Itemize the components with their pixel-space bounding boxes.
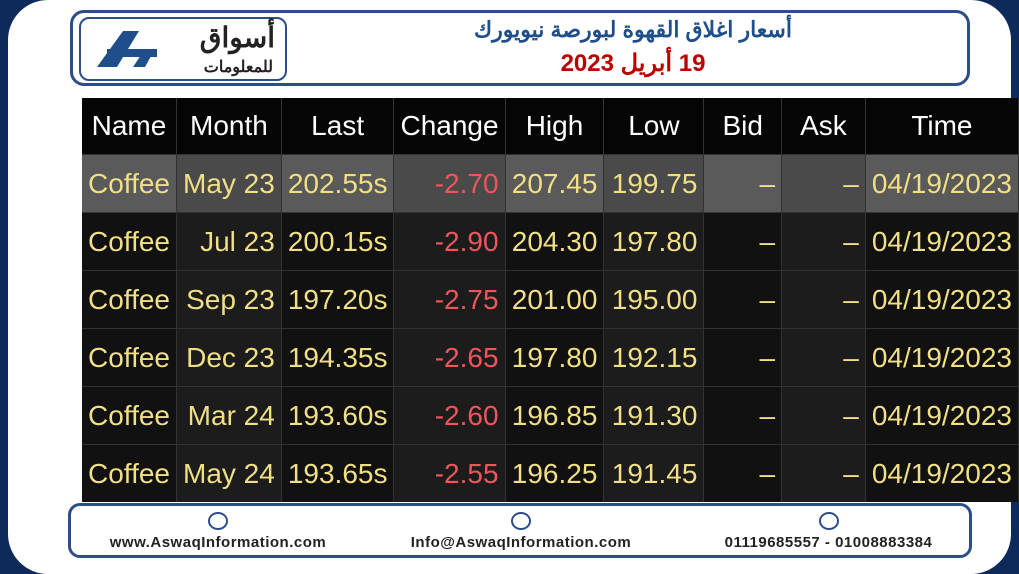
website: www.AswaqInformation.com xyxy=(109,534,327,551)
table-cell: 202.55s xyxy=(281,154,395,213)
header-row: Name Month Last Change High Low Bid Ask Time xyxy=(82,98,1019,155)
table-body: Coffee May 23 202.55s -2.70 207.45 199.75– –04… xyxy=(82,154,1019,502)
table-cell: 201.00 xyxy=(505,270,605,329)
column-header: High xyxy=(505,98,605,155)
logo-sub: للمعلومات xyxy=(203,59,273,76)
table-cell: – xyxy=(703,386,783,445)
table-cell: 04/19/2023 xyxy=(865,386,1019,445)
table-cell: 04/19/2023 xyxy=(865,270,1019,329)
table-cell: 204.30 xyxy=(505,212,605,271)
table-cell: -2.90 xyxy=(393,212,506,271)
table-cell: -2.70 xyxy=(393,154,506,213)
table-cell: 193.60s xyxy=(281,386,395,445)
title: أسعار اغلاق القهوة لبورصة نيويورك xyxy=(474,17,792,42)
table-cell: 207.45 xyxy=(505,154,605,213)
table-row: Coffee Dec 23 194.35s -2.65 197.80 192.15– –04… xyxy=(82,328,1019,387)
table-cell: 199.75 xyxy=(603,154,705,213)
table-cell: -2.55 xyxy=(393,444,506,502)
table-cell: – xyxy=(703,154,783,213)
table-cell: May 24 xyxy=(176,444,282,502)
table-cell: – xyxy=(781,444,866,502)
table-cell: 191.45 xyxy=(603,444,705,502)
table-cell: 192.15 xyxy=(603,328,705,387)
column-header: Name xyxy=(82,98,177,155)
table-cell: Coffee xyxy=(82,154,177,213)
phone-item: 01119685557 - 01008883384 xyxy=(691,512,966,551)
column-header: Low xyxy=(603,98,705,155)
table-cell: – xyxy=(781,328,866,387)
table-cell: Coffee xyxy=(82,386,177,445)
table-row: Coffee Sep 23 197.20s -2.75 201.00 195.00– –04… xyxy=(82,270,1019,329)
table-cell: Coffee xyxy=(82,270,177,329)
logo-name: أسواق xyxy=(199,22,275,53)
email: Info@AswaqInformation.com xyxy=(410,534,632,551)
table-row: Coffee May 24 193.65s -2.55 196.25 191.45– –04… xyxy=(82,444,1019,502)
column-header: Bid xyxy=(703,98,783,155)
table-cell: May 23 xyxy=(176,154,282,213)
table-cell: 195.00 xyxy=(603,270,705,329)
table-cell: -2.75 xyxy=(393,270,506,329)
table-cell: – xyxy=(703,444,783,502)
table-cell: – xyxy=(781,386,866,445)
header: أسواق للمعلومات أسعار اغلاق القهوة لبورص… xyxy=(70,10,970,86)
table-cell: 197.80 xyxy=(603,212,705,271)
price-table: Name Month Last Change High Low Bid Ask Time Coff… xyxy=(82,98,1019,502)
table-cell: – xyxy=(781,154,866,213)
table-cell: – xyxy=(703,212,783,271)
table-cell: 04/19/2023 xyxy=(865,444,1019,502)
table-cell: 193.65s xyxy=(281,444,395,502)
table-cell: Mar 24 xyxy=(176,386,282,445)
phone: 01119685557 - 01008883384 xyxy=(724,534,933,551)
table-cell: -2.65 xyxy=(393,328,506,387)
table-cell: 04/19/2023 xyxy=(865,212,1019,271)
table-cell: 197.20s xyxy=(281,270,395,329)
table-cell: -2.60 xyxy=(393,386,506,445)
column-header: Last xyxy=(281,98,395,155)
table-row: Coffee May 23 202.55s -2.70 207.45 199.75– –04… xyxy=(82,154,1019,213)
date: 19 أبريل 2023 xyxy=(560,50,706,77)
table-cell: Dec 23 xyxy=(176,328,282,387)
table-cell: – xyxy=(781,212,866,271)
table-cell: 196.25 xyxy=(505,444,605,502)
table-cell: 04/19/2023 xyxy=(865,328,1019,387)
table-row: Coffee Mar 24 193.60s -2.60 196.85 191.30– –04… xyxy=(82,386,1019,445)
logo: أسواق للمعلومات xyxy=(79,17,287,81)
column-header: Ask xyxy=(781,98,866,155)
footer: www.AswaqInformation.com Info@AswaqInfor… xyxy=(68,503,972,558)
table-cell: – xyxy=(703,328,783,387)
table-cell: Jul 23 xyxy=(176,212,282,271)
table-cell: Coffee xyxy=(82,444,177,502)
column-header: Time xyxy=(865,98,1019,155)
table-cell: 197.80 xyxy=(505,328,605,387)
table-cell: Coffee xyxy=(82,212,177,271)
table-cell: 196.85 xyxy=(505,386,605,445)
logo-mark xyxy=(97,31,157,67)
column-header: Change xyxy=(393,98,506,155)
table-cell: Sep 23 xyxy=(176,270,282,329)
website-item: www.AswaqInformation.com xyxy=(83,512,353,551)
column-header: Month xyxy=(176,98,282,155)
email-item: Info@AswaqInformation.com xyxy=(381,512,661,551)
table-row: Coffee Jul 23 200.15s -2.90 204.30 197.80– –04… xyxy=(82,212,1019,271)
table-cell: – xyxy=(781,270,866,329)
table-cell: 191.30 xyxy=(603,386,705,445)
table-cell: Coffee xyxy=(82,328,177,387)
table-cell: – xyxy=(703,270,783,329)
table-cell: 200.15s xyxy=(281,212,395,271)
table-cell: 194.35s xyxy=(281,328,395,387)
table-cell: 04/19/2023 xyxy=(865,154,1019,213)
